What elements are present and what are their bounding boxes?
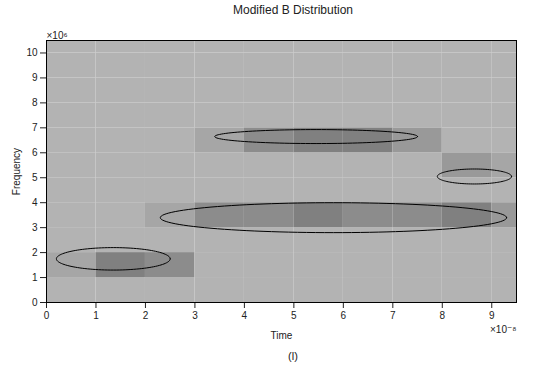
svg-text:1: 1	[32, 272, 38, 283]
svg-text:6: 6	[32, 147, 38, 158]
html-text:(l): (l)	[288, 350, 298, 362]
svg-text:2: 2	[32, 247, 38, 258]
svg-text:×10⁻⁸: ×10⁻⁸	[490, 324, 516, 335]
svg-text:10: 10	[26, 47, 38, 58]
svg-text:0: 0	[32, 297, 38, 308]
svg-text:5: 5	[291, 310, 297, 321]
svg-text:1: 1	[93, 310, 99, 321]
svg-text:6: 6	[341, 310, 347, 321]
svg-text:0: 0	[44, 310, 50, 321]
svg-text:9: 9	[32, 72, 38, 83]
svg-text:8: 8	[32, 97, 38, 108]
svg-text:4: 4	[242, 310, 248, 321]
svg-text:3: 3	[32, 222, 38, 233]
svg-text:Frequency: Frequency	[11, 148, 22, 195]
svg-text:5: 5	[32, 172, 38, 183]
html-text:Modified B Distribution: Modified B Distribution	[233, 3, 353, 17]
svg-text:7: 7	[390, 310, 396, 321]
svg-text:4: 4	[32, 197, 38, 208]
svg-text:9: 9	[489, 310, 495, 321]
svg-text:2: 2	[143, 310, 149, 321]
svg-text:3: 3	[192, 310, 198, 321]
svg-text:×10⁶: ×10⁶	[47, 30, 68, 41]
svg-text:Time: Time	[271, 330, 293, 341]
svg-text:8: 8	[440, 310, 446, 321]
svg-text:7: 7	[32, 122, 38, 133]
